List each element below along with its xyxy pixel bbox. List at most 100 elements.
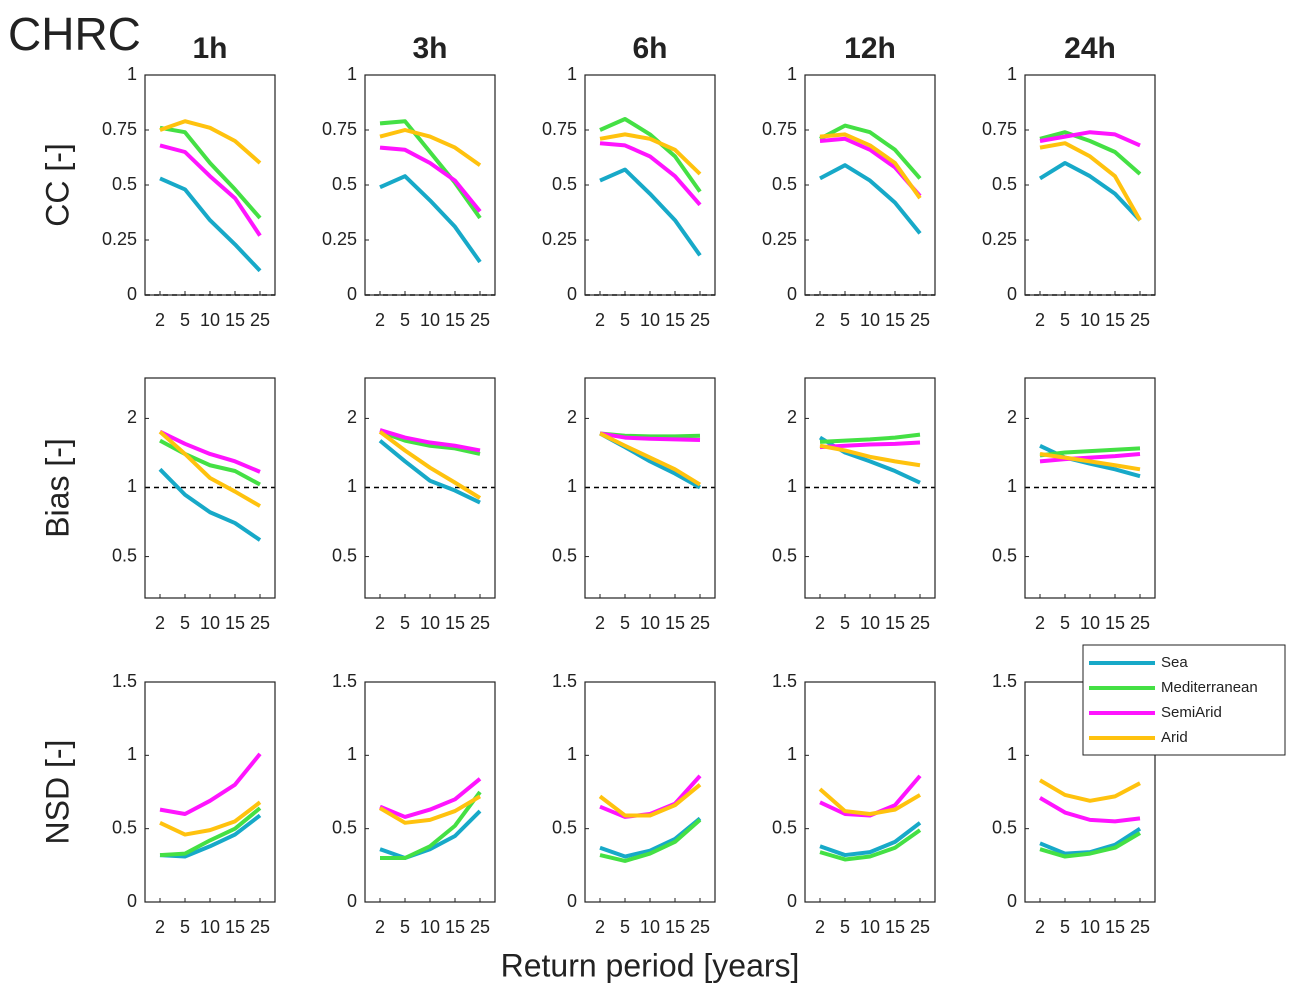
series-line [598,783,702,818]
axes-box [364,681,496,903]
x-tick-label: 25 [1130,310,1150,330]
y-tick-label: 0.5 [332,174,357,194]
series-line [599,431,701,443]
x-tick-label: 15 [445,917,465,937]
series-line [1039,130,1141,148]
y-tick-label: 1 [347,476,357,496]
series-line [378,794,482,825]
x-tick-label: 10 [1080,613,1100,633]
series-line [159,119,262,165]
axes-box [804,74,936,296]
figure-title: CHRC [8,8,141,60]
x-tick-label: 10 [1080,917,1100,937]
x-tick-label: 10 [420,613,440,633]
x-tick-label: 25 [250,613,270,633]
x-tick-label: 2 [375,613,385,633]
y-axis-label: CC [-] [39,143,75,227]
y-tick-label: 0.5 [112,174,137,194]
y-tick-label: 0.5 [772,817,797,837]
y-tick-label: 0.5 [332,817,357,837]
y-tick-label: 0.25 [982,229,1017,249]
series-line [599,431,702,487]
x-tick-label: 2 [815,613,825,633]
series-line [379,128,482,167]
x-tick-label: 2 [1035,917,1045,937]
x-tick-label: 25 [1130,613,1150,633]
y-tick-label: 1 [1007,744,1017,764]
axes-box [1024,377,1156,599]
axes-box [144,74,276,296]
legend-label: Sea [1161,654,1188,671]
y-tick-label: 1 [1007,64,1017,84]
x-tick-label: 2 [815,917,825,937]
series-line [159,438,261,487]
y-tick-label: 1 [567,64,577,84]
series-line [158,467,262,542]
series-line [379,809,482,860]
y-tick-label: 2 [787,407,797,427]
series-line [159,800,262,837]
series-line [159,125,262,220]
series-line [379,428,481,453]
series-line [819,163,922,235]
y-tick-label: 0.5 [112,545,137,565]
x-tick-label: 10 [200,310,220,330]
y-tick-label: 0.25 [322,229,357,249]
x-tick-label: 2 [155,613,165,633]
series-line [1039,831,1142,859]
y-tick-label: 1 [787,476,797,496]
series-line [1039,451,1141,464]
y-tick-label: 0 [567,891,577,911]
y-tick-label: 0.75 [762,119,797,139]
y-tick-label: 2 [127,407,137,427]
series-line [159,143,262,237]
x-tick-label: 25 [250,917,270,937]
x-tick-label: 5 [840,613,850,633]
chart-title: 6h [632,32,667,65]
y-tick-label: 0 [347,891,357,911]
y-tick-label: 1 [127,744,137,764]
x-tick-label: 10 [200,917,220,937]
y-tick-label: 1.5 [552,671,577,691]
x-tick-label: 10 [640,613,660,633]
y-tick-label: 0.5 [992,817,1017,837]
legend-label: SemiArid [1161,704,1222,721]
x-tick-label: 2 [375,917,385,937]
x-tick-label: 5 [1060,917,1070,937]
series-line [599,117,702,193]
x-tick-label: 10 [420,310,440,330]
x-tick-label: 5 [620,310,630,330]
x-tick-label: 25 [1130,917,1150,937]
series-line [1038,161,1142,222]
y-tick-label: 0 [1007,284,1017,304]
y-tick-label: 1 [567,476,577,496]
series-line [378,439,481,505]
x-tick-label: 25 [690,917,710,937]
x-tick-label: 15 [885,917,905,937]
y-tick-label: 0 [1007,891,1017,911]
x-tick-label: 2 [155,310,165,330]
y-tick-label: 0 [127,284,137,304]
chart-title: 1h [192,32,227,65]
x-tick-label: 2 [595,917,605,937]
y-tick-label: 1 [127,64,137,84]
x-tick-label: 10 [860,917,880,937]
y-tick-label: 0.5 [552,545,577,565]
chart-title: 3h [412,32,447,65]
x-tick-label: 5 [400,917,410,937]
x-tick-label: 5 [840,310,850,330]
x-tick-label: 5 [180,917,190,937]
y-tick-label: 0.25 [102,229,137,249]
series-line [378,430,482,500]
y-tick-label: 0 [787,284,797,304]
x-tick-label: 15 [445,310,465,330]
series-line [819,443,921,468]
series-line [1039,451,1141,472]
x-tick-label: 5 [620,917,630,937]
x-tick-label: 2 [595,613,605,633]
x-tick-label: 15 [885,310,905,330]
axes-box [1024,74,1156,296]
series-line [819,432,921,444]
y-tick-label: 0.75 [322,119,357,139]
